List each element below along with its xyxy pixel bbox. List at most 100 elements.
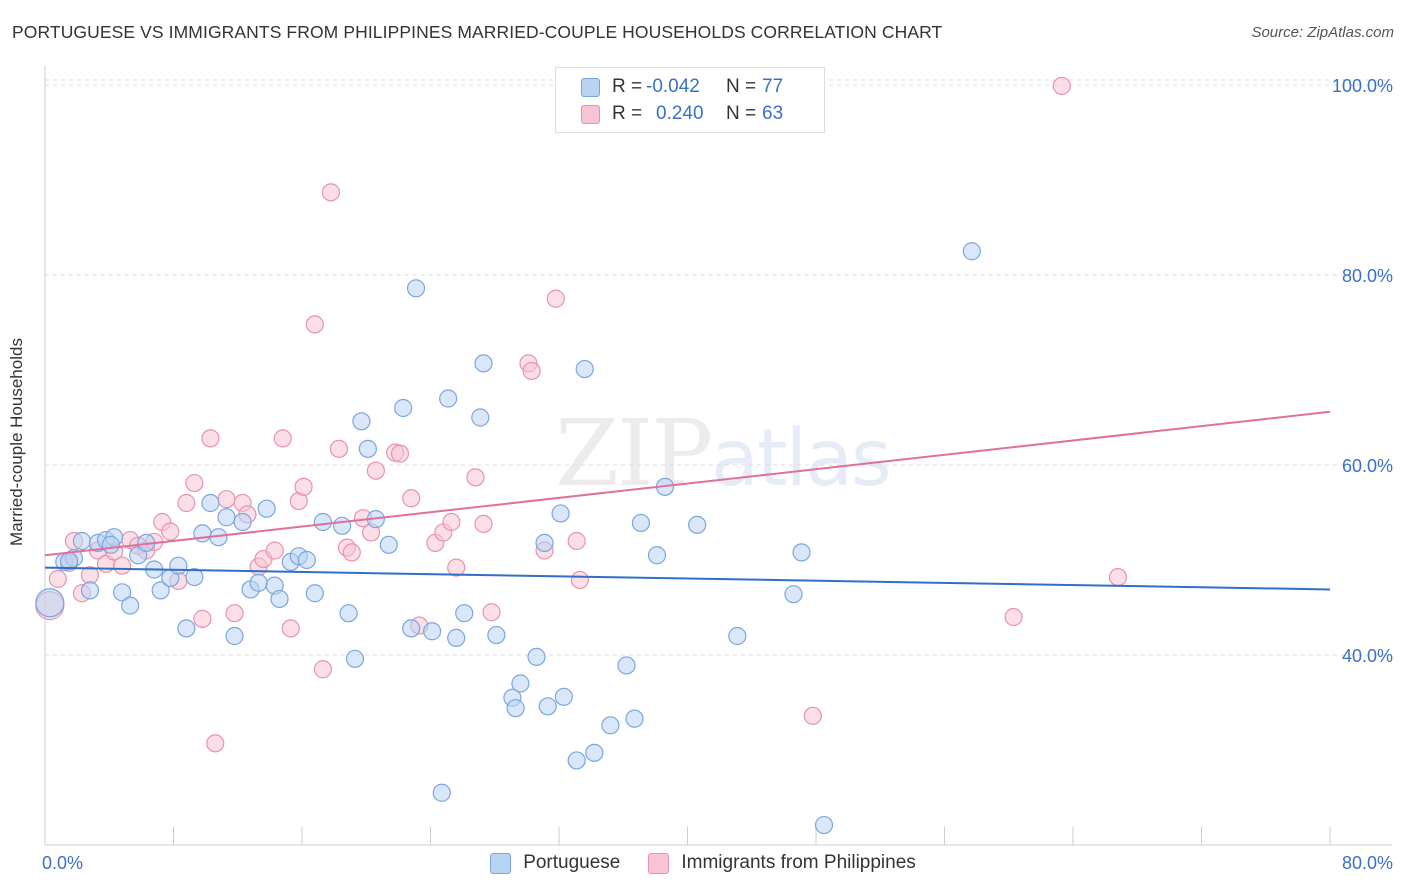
philippines-point [294, 477, 313, 496]
portuguese-point [728, 626, 747, 646]
philippines-trend-line [44, 410, 1331, 557]
philippines-point [193, 609, 212, 629]
portuguese-point [647, 546, 667, 565]
portuguese-point [112, 583, 132, 602]
portuguese-point [814, 815, 834, 835]
philippines-point [402, 489, 421, 508]
portuguese-point [432, 783, 451, 802]
philippines-point [313, 660, 332, 679]
philippines-point [1108, 567, 1128, 587]
portuguese-point [455, 604, 474, 623]
philippines-point [112, 556, 132, 575]
philippines-point [273, 429, 292, 448]
portuguese-point [506, 699, 525, 718]
portuguese-point [379, 535, 398, 554]
philippines-point [447, 558, 466, 577]
portuguese-point [270, 589, 289, 609]
philippines-point [466, 468, 485, 487]
legend-swatch-portuguese [581, 77, 600, 97]
portuguese-point [535, 533, 554, 553]
portuguese-point [352, 412, 371, 431]
portuguese-point [297, 550, 316, 570]
philippines-point [390, 444, 410, 463]
portuguese-point [439, 389, 458, 408]
philippines-point [546, 289, 565, 308]
portuguese-point [333, 516, 352, 535]
portuguese-point [72, 531, 92, 551]
portuguese-point [567, 751, 586, 770]
philippines-point [206, 734, 225, 753]
portuguese-point [80, 581, 100, 600]
portuguese-point [538, 697, 557, 716]
legend-item-philippines[interactable]: Immigrants from Philippines [648, 852, 916, 874]
y-tick-label: 60.0% [1342, 456, 1393, 476]
portuguese-point [313, 512, 332, 532]
portuguese-point [471, 408, 490, 427]
portuguese-point [169, 556, 188, 575]
philippines-point [265, 541, 284, 560]
legend-r-label: R = [612, 103, 643, 124]
grid-lines [45, 79, 1392, 656]
philippines-point [366, 461, 385, 480]
philippines-point [217, 490, 236, 509]
portuguese-point [487, 625, 506, 645]
legend-n-value: 63 [762, 103, 784, 124]
portuguese-point [601, 716, 620, 735]
philippines-point [1004, 607, 1023, 627]
axes [44, 66, 1392, 846]
portuguese-point [345, 649, 365, 668]
portuguese-point [101, 535, 120, 554]
portuguese-point [792, 543, 811, 562]
philippines-point [185, 473, 204, 493]
philippines-point [321, 183, 341, 202]
portuguese-point [249, 573, 268, 592]
portuguese-point [625, 709, 644, 728]
legend-swatch-philippines [581, 104, 600, 124]
portuguese-point [225, 626, 244, 646]
y-axis-label: Married-couple Households [7, 338, 26, 546]
philippines-point [474, 514, 493, 534]
legend-row-portuguese: R = -0.042 N = 77 [581, 75, 783, 99]
portuguese-point [177, 619, 196, 638]
legend-n-label: N = [726, 103, 757, 124]
portuguese-point [305, 584, 324, 603]
portuguese-point [962, 242, 981, 261]
portuguese-point [59, 551, 79, 571]
series-philippines-points [35, 76, 1128, 753]
philippines-point [570, 570, 589, 590]
philippines-point [1052, 76, 1071, 96]
tick-labels: 40.0% 60.0% 80.0% 100.0% 0.0% 80.0% [42, 76, 1393, 873]
legend-row-philippines: R = 0.240 N = 63 [581, 102, 783, 126]
portuguese-point [688, 515, 707, 534]
source-label: Source: ZipAtlas.com [1251, 24, 1394, 41]
series-legend: Portuguese Immigrants from Philippines [0, 852, 1406, 874]
portuguese-point [585, 743, 604, 762]
portuguese-point [402, 619, 421, 638]
series-portuguese-points [35, 242, 981, 835]
chart-title: PORTUGUESE VS IMMIGRANTS FROM PHILIPPINE… [12, 22, 943, 42]
legend-swatch-philippines [648, 852, 670, 874]
correlation-legend: R = -0.042 N = 77 R = 0.240 N = 63 [555, 67, 825, 133]
philippines-point [567, 531, 586, 551]
portuguese-point [551, 504, 570, 523]
portuguese-point [474, 354, 493, 373]
portuguese-point [151, 581, 170, 600]
portuguese-point [358, 439, 377, 458]
legend-item-portuguese[interactable]: Portuguese [490, 852, 620, 874]
portuguese-point [201, 493, 220, 513]
portuguese-point [217, 508, 236, 527]
portuguese-point [511, 674, 530, 693]
portuguese-point [339, 604, 358, 623]
portuguese-point [233, 512, 252, 532]
trend-lines [44, 410, 1331, 591]
philippines-point [342, 543, 361, 562]
portuguese-point [617, 656, 636, 675]
portuguese-point [35, 588, 65, 618]
portuguese-point [447, 628, 466, 648]
portuguese-point [121, 596, 140, 615]
portuguese-point [784, 585, 803, 604]
philippines-point [201, 429, 220, 448]
legend-label-philippines: Immigrants from Philippines [681, 852, 916, 873]
portuguese-point [554, 687, 573, 706]
